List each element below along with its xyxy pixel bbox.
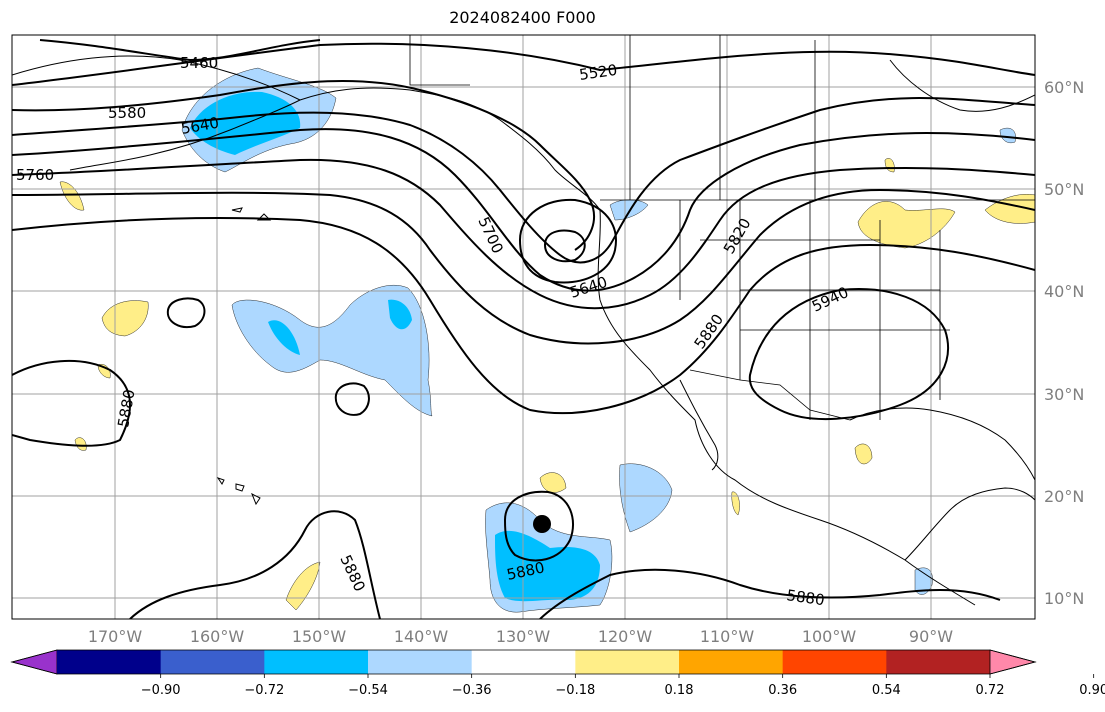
- contour-5640: [12, 97, 1035, 264]
- lat-label: 60°N: [1044, 78, 1084, 97]
- contour-label: 5460: [180, 54, 218, 72]
- contour-5880-tropical: [129, 510, 381, 619]
- colorbar-segment: [886, 650, 991, 674]
- contour-5940: [748, 288, 949, 421]
- shade-light-blue: [914, 567, 933, 595]
- shade-yellow: [984, 194, 1035, 224]
- colorbar-outline: [10, 649, 1037, 675]
- longitude-labels: 170°W 160°W 150°W 140°W 130°W 120°W 110°…: [88, 627, 953, 646]
- shade-light-blue: [619, 463, 673, 533]
- lat-label: 10°N: [1044, 589, 1084, 608]
- colorbar-segment: [471, 650, 576, 674]
- height-contours: [12, 39, 1035, 619]
- contour-small-low: [166, 297, 206, 328]
- map-frame: [11, 34, 1036, 620]
- shade-blue: [495, 530, 600, 602]
- contour-label: 5580: [108, 104, 146, 122]
- shade-blue: [268, 320, 300, 355]
- colorbar-tick-label: −0.36: [452, 683, 492, 698]
- lon-label: 160°W: [190, 627, 245, 646]
- colorbar-extend-low: [10, 649, 58, 675]
- contour-5700: [12, 128, 1035, 292]
- colorbar: −0.90 −0.72 −0.54 −0.36 −0.18 0.18 0.36 0.54 0.7…: [10, 649, 1105, 698]
- contour-label: 5760: [16, 166, 54, 184]
- lon-label: 110°W: [700, 627, 755, 646]
- colorbar-segment: [575, 650, 680, 674]
- lon-label: 120°W: [598, 627, 653, 646]
- colorbar-tick-label: 0.90: [1079, 683, 1105, 698]
- contour-5760: [12, 158, 1035, 310]
- lon-label: 150°W: [292, 627, 347, 646]
- shade-blue: [388, 299, 412, 330]
- colorbar-segment: [368, 650, 473, 674]
- colorbar-segment: [160, 650, 265, 674]
- coastline: [679, 379, 719, 471]
- lat-label: 40°N: [1044, 282, 1084, 301]
- contour-cyclone: [503, 490, 574, 562]
- border: [689, 369, 851, 421]
- coastline: [12, 55, 601, 211]
- colorbar-tick-label: −0.54: [348, 683, 388, 698]
- political-borders: [409, 35, 1035, 421]
- coastline: [231, 207, 243, 213]
- colorbar-tick-label: −0.90: [141, 683, 181, 698]
- colorbar-extend-high: [989, 649, 1037, 675]
- shade-yellow: [854, 443, 873, 465]
- colorbar-tick-label: 0.72: [976, 683, 1005, 698]
- contour-closed-low-inner: [543, 229, 586, 263]
- shade-yellow: [731, 491, 740, 516]
- contour-5580: [12, 79, 595, 251]
- lon-label: 140°W: [394, 627, 449, 646]
- shade-yellow: [101, 300, 149, 337]
- shade-light-blue: [609, 199, 649, 221]
- contour-5880: [12, 217, 1035, 415]
- coastline: [597, 209, 976, 606]
- contour-label: 5880: [785, 586, 825, 609]
- lon-label: 100°W: [802, 627, 857, 646]
- colorbar-tick-label: 0.54: [872, 683, 901, 698]
- border: [409, 35, 470, 86]
- colorbar-segment: [679, 650, 784, 674]
- colorbar-tick-label: −0.72: [244, 683, 284, 698]
- lat-label: 20°N: [1044, 487, 1084, 506]
- colorbar-segment: [782, 650, 887, 674]
- contour-5880-tropical: [12, 360, 131, 447]
- lat-label: 50°N: [1044, 180, 1084, 199]
- coastline: [256, 213, 272, 221]
- shade-yellow: [539, 472, 567, 493]
- map-title: 2024082400 F000: [449, 8, 596, 27]
- lon-label: 130°W: [496, 627, 551, 646]
- coastline: [69, 99, 301, 171]
- coastline: [235, 483, 245, 492]
- coastline: [251, 492, 261, 506]
- contour-5460: [39, 39, 321, 62]
- contour-5820: [12, 188, 1035, 345]
- contour-small-low: [334, 382, 370, 416]
- colorbar-tick-label: 0.36: [768, 683, 797, 698]
- lon-label: 170°W: [88, 627, 143, 646]
- coastline: [216, 477, 225, 485]
- lon-label: 90°W: [909, 627, 953, 646]
- colorbar-tick-label: −0.18: [555, 683, 595, 698]
- contour-5520: [12, 42, 1035, 86]
- cyclone-center-marker: [533, 515, 551, 533]
- colorbar-segment: [264, 650, 369, 674]
- contour-5880-tropical: [539, 568, 1001, 619]
- lat-label: 30°N: [1044, 385, 1084, 404]
- coastline: [904, 487, 1035, 561]
- contour-closed-low: [518, 198, 617, 284]
- latitude-labels: 60°N 50°N 40°N 30°N 20°N 10°N: [1044, 78, 1084, 608]
- contour-label: 5520: [578, 61, 618, 84]
- colorbar-segment: [57, 650, 162, 674]
- graticule: [12, 35, 1035, 619]
- colorbar-tick-label: 0.18: [665, 683, 694, 698]
- shade-light-blue: [231, 284, 433, 417]
